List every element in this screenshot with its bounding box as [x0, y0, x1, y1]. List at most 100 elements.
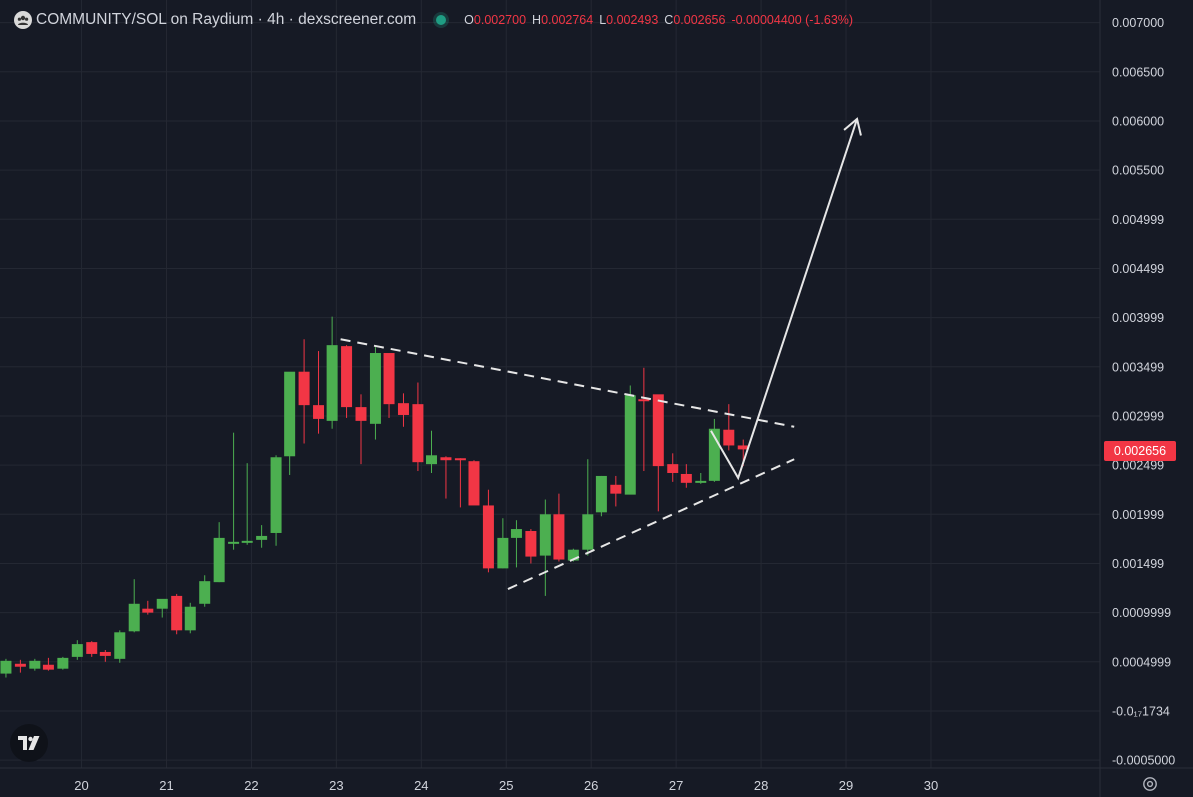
- candle-down: [468, 461, 480, 506]
- candle-down: [42, 664, 54, 670]
- candle-up: [567, 549, 579, 561]
- projection-arrowhead: [843, 117, 862, 136]
- x-tick-label: 26: [584, 778, 598, 793]
- upper-trendline: [340, 338, 795, 428]
- community-logo-icon: [14, 11, 32, 29]
- status-dot-icon: [436, 15, 447, 25]
- y-tick-label: 0.0004999: [1112, 655, 1171, 669]
- candle-down: [525, 531, 537, 557]
- y-tick-label: 0.004999: [1112, 213, 1164, 227]
- candle-up: [0, 660, 12, 674]
- ohlc-high-key: H: [532, 13, 542, 27]
- x-tick-label: 21: [159, 778, 173, 793]
- candle-down: [737, 445, 749, 450]
- candle-down: [412, 404, 424, 463]
- candle-up: [57, 657, 69, 669]
- y-tick-label: -0.0005000: [1112, 754, 1175, 768]
- candle-down: [313, 405, 325, 419]
- candle-up: [369, 353, 381, 424]
- x-tick-label: 30: [924, 778, 938, 793]
- ohlc-low-key: L: [599, 13, 607, 27]
- candle-down: [355, 407, 367, 421]
- candle-down: [652, 394, 664, 467]
- candle-up: [582, 514, 594, 550]
- x-tick-label: 22: [244, 778, 258, 793]
- y-tick-label: 0.005500: [1112, 164, 1164, 178]
- ohlc-high-value: 0.002764: [541, 13, 594, 27]
- candle-down: [482, 505, 494, 569]
- candle-up: [128, 603, 140, 632]
- chart-header: COMMUNITY/SOL on Raydium · 4h · dexscree…: [14, 8, 853, 32]
- y-tick-label: 0.002499: [1112, 459, 1164, 473]
- candle-up: [71, 644, 83, 657]
- candle-up: [213, 537, 225, 583]
- candle-up: [539, 514, 551, 556]
- candle-up: [270, 457, 282, 533]
- candle-down: [86, 642, 98, 654]
- candle-up: [497, 537, 509, 569]
- x-tick-label: 28: [754, 778, 768, 793]
- y-tick-label: 0.003499: [1112, 360, 1164, 374]
- ohlc-values: O0.002700 H0.002764 L0.002493 C0.002656 …: [464, 13, 853, 27]
- candle-up: [256, 535, 268, 540]
- y-tick-label: 0.007000: [1112, 16, 1164, 30]
- last-price-badge: 0.002656: [1104, 441, 1176, 461]
- y-tick-label: 0.001499: [1112, 557, 1164, 571]
- candle-up: [595, 475, 607, 513]
- x-tick-label: 27: [669, 778, 683, 793]
- x-tick-label: 23: [329, 778, 343, 793]
- candle-up: [510, 529, 522, 538]
- ohlc-close-key: C: [664, 13, 674, 27]
- chart-title: COMMUNITY/SOL on Raydium · 4h · dexscree…: [36, 11, 417, 28]
- candle-up: [29, 660, 41, 669]
- candle-down: [723, 429, 735, 446]
- candle-down: [14, 663, 26, 667]
- x-tick-label: 25: [499, 778, 513, 793]
- y-tick-label: -0.0₁₇1734: [1112, 704, 1170, 718]
- y-tick-label: 0.003999: [1112, 311, 1164, 325]
- candle-down: [638, 399, 650, 402]
- candle-down: [440, 457, 452, 461]
- candle-down: [680, 473, 692, 483]
- y-tick-label: 0.006000: [1112, 114, 1164, 128]
- candle-up: [624, 395, 636, 495]
- candle-up: [156, 598, 168, 609]
- tradingview-logo-icon[interactable]: [10, 724, 48, 762]
- candle-down: [99, 651, 111, 656]
- candle-up: [228, 541, 240, 544]
- candle-down: [454, 458, 466, 461]
- candle-down: [383, 353, 395, 405]
- candle-down: [142, 608, 154, 613]
- x-tick-label: 20: [74, 778, 88, 793]
- y-tick-label: 0.004499: [1112, 262, 1164, 276]
- candle-up: [426, 455, 438, 465]
- gear-icon[interactable]: [1141, 775, 1159, 793]
- price-change: -0.00004400 (-1.63%): [731, 13, 854, 27]
- candle-down: [171, 595, 183, 631]
- ohlc-open-value: 0.002700: [473, 13, 527, 27]
- candle-up: [184, 606, 196, 631]
- ohlc-low-value: 0.002493: [606, 13, 659, 27]
- candle-up: [326, 345, 338, 421]
- y-tick-label: 0.001999: [1112, 508, 1164, 522]
- projection-path: [710, 118, 859, 481]
- candle-down: [553, 514, 565, 560]
- candle-up: [114, 632, 126, 659]
- candle-down: [610, 484, 622, 494]
- x-tick-label: 29: [839, 778, 853, 793]
- y-tick-label: 0.002999: [1112, 409, 1164, 423]
- candle-down: [667, 464, 679, 473]
- candle-up: [199, 581, 211, 604]
- candle-up: [695, 480, 707, 483]
- y-tick-label: 0.006500: [1112, 65, 1164, 79]
- ohlc-open-key: O: [464, 13, 474, 27]
- candle-down: [341, 346, 353, 408]
- ohlc-close-value: 0.002656: [673, 13, 726, 27]
- lower-trendline: [507, 458, 795, 590]
- candle-down: [298, 371, 310, 406]
- candle-up: [284, 371, 296, 457]
- candle-up: [241, 540, 253, 543]
- y-tick-label: 0.0009999: [1112, 606, 1171, 620]
